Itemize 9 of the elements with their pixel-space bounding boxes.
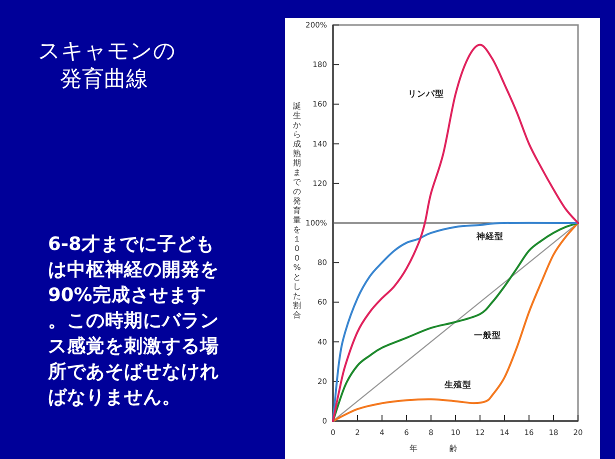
x-axis-title: 年 齢	[410, 444, 458, 453]
text: 誕生から成熟期までの発育量を１００%とした割合	[293, 102, 301, 320]
series-label: リンパ型	[408, 88, 444, 100]
series-label: 生殖型	[443, 379, 472, 390]
text: スキャモンの	[38, 39, 176, 64]
series-label: 神経型	[475, 230, 504, 242]
text: 発育曲線	[60, 66, 148, 92]
text: 6-8才までに子どもは中枢神経の開発を90%完成させます。この時期にバランス感覚を刺激する場所であそばせなければなりません。	[47, 233, 219, 408]
series-label: 一般型	[474, 330, 501, 341]
